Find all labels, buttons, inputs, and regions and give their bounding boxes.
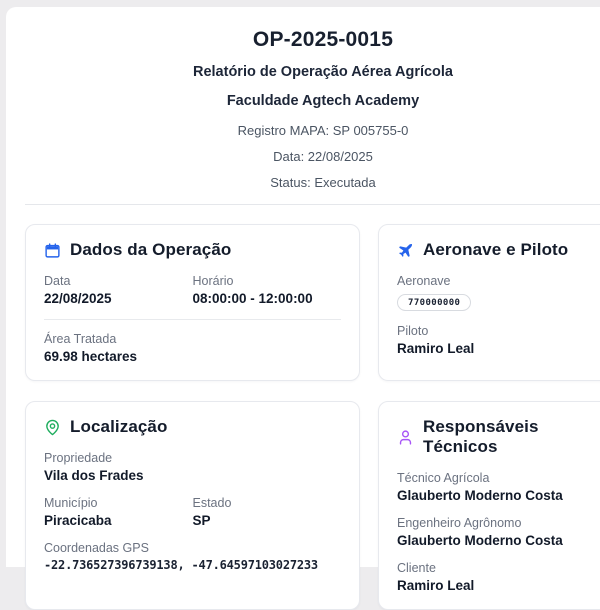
field-estado: Estado SP xyxy=(193,496,342,528)
field-label: Coordenadas GPS xyxy=(44,541,149,555)
field-value: Glauberto Moderno Costa xyxy=(397,488,563,503)
card-dados-operacao: Dados da Operação Data 22/08/2025 Horári… xyxy=(25,224,360,381)
field-municipio: Município Piracicaba xyxy=(44,496,193,528)
location-city-state-row: Município Piracicaba Estado SP xyxy=(44,496,341,528)
field-engenheiro-agronomo: Engenheiro Agrônomo Glauberto Moderno Co… xyxy=(397,516,600,548)
card-title: Dados da Operação xyxy=(70,240,232,259)
report-status-line: Status: Executada xyxy=(270,175,376,190)
field-label: Piloto xyxy=(397,324,429,338)
field-horario: Horário 08:00:00 - 12:00:00 xyxy=(193,274,342,306)
field-label: Horário xyxy=(192,274,234,288)
field-cliente: Cliente Ramiro Leal xyxy=(397,561,600,593)
organization-name: Faculdade Agtech Academy xyxy=(226,93,420,109)
card-title: Localização xyxy=(70,417,168,436)
map-pin-icon xyxy=(44,419,61,436)
field-value: Glauberto Moderno Costa xyxy=(397,533,563,548)
field-value: SP xyxy=(192,513,211,528)
field-value: 22/08/2025 xyxy=(44,291,112,306)
field-tecnico-agricola: Técnico Agrícola Glauberto Moderno Costa xyxy=(397,471,600,503)
field-label: Aeronave xyxy=(397,274,451,288)
field-value: Piracicaba xyxy=(44,513,112,528)
card-divider xyxy=(44,319,341,320)
card-aeronave-piloto: Aeronave e Piloto Aeronave 770000000 Pil… xyxy=(378,224,600,381)
field-label: Propriedade xyxy=(44,451,113,465)
field-aeronave: Aeronave 770000000 xyxy=(397,274,600,311)
field-propriedade: Propriedade Vila dos Frades xyxy=(44,451,341,483)
card-responsaveis-tecnicos: Responsáveis Técnicos Técnico Agrícola G… xyxy=(378,401,600,610)
cards-grid: Dados da Operação Data 22/08/2025 Horári… xyxy=(25,224,600,610)
card-responsaveis-header: Responsáveis Técnicos xyxy=(397,417,600,457)
field-area-tratada: Área Tratada 69.98 hectares xyxy=(44,332,341,364)
field-value: 08:00:00 - 12:00:00 xyxy=(192,291,313,306)
field-label: Município xyxy=(44,496,98,510)
report-date-line: Data: 22/08/2025 xyxy=(273,149,373,164)
field-label: Técnico Agrícola xyxy=(397,471,490,485)
field-label: Estado xyxy=(192,496,232,510)
card-dados-header: Dados da Operação xyxy=(44,240,341,260)
plane-icon xyxy=(397,242,414,259)
report-subtitle: Relatório de Operação Aérea Agrícola xyxy=(192,64,454,80)
field-piloto: Piloto Ramiro Leal xyxy=(397,324,600,356)
card-aeronave-header: Aeronave e Piloto xyxy=(397,240,600,260)
field-value: Ramiro Leal xyxy=(397,341,475,356)
card-localizacao: Localização Propriedade Vila dos Frades … xyxy=(25,401,360,610)
report-panel: OP-2025-0015 Relatório de Operação Aérea… xyxy=(6,7,600,610)
field-data: Data 22/08/2025 xyxy=(44,274,193,306)
card-title: Aeronave e Piloto xyxy=(423,240,569,259)
field-label: Engenheiro Agrônomo xyxy=(397,516,522,530)
field-label: Cliente xyxy=(397,561,436,575)
operation-datetime-row: Data 22/08/2025 Horário 08:00:00 - 12:00… xyxy=(44,274,341,306)
report-header: OP-2025-0015 Relatório de Operação Aérea… xyxy=(6,28,600,190)
registro-mapa-line: Registro MAPA: SP 005755-0 xyxy=(237,123,409,138)
field-coordenadas-gps: Coordenadas GPS -22.736527396739138, -47… xyxy=(44,541,341,572)
field-value: Vila dos Frades xyxy=(44,468,144,483)
header-divider xyxy=(25,204,600,205)
field-label: Área Tratada xyxy=(44,332,117,346)
field-value: 69.98 hectares xyxy=(44,349,138,364)
page-title: OP-2025-0015 xyxy=(252,28,394,51)
user-icon xyxy=(397,429,414,446)
gps-coordinates-value: -22.736527396739138, -47.64597103027233 xyxy=(44,558,318,572)
field-label: Data xyxy=(44,274,71,288)
card-localizacao-header: Localização xyxy=(44,417,341,437)
aircraft-id-badge: 770000000 xyxy=(397,294,472,311)
card-title: Responsáveis Técnicos xyxy=(423,417,539,456)
calendar-icon xyxy=(44,242,61,259)
field-value: Ramiro Leal xyxy=(397,578,475,593)
